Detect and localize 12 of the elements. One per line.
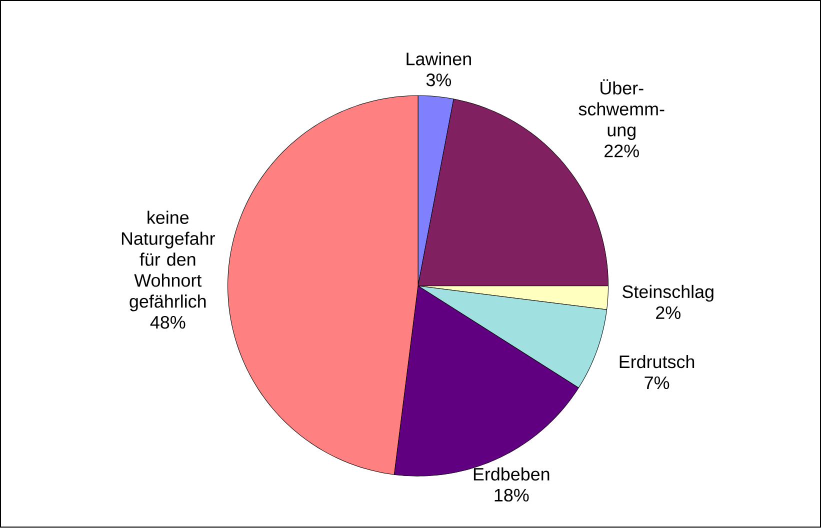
- slice-label: Erdrutsch: [620, 355, 694, 368]
- slice-label: Lawinen: [406, 52, 471, 66]
- data-label: 7%: [644, 376, 670, 390]
- slice-label: keine Naturgefahr für den Wohnort gefährlich: [122, 210, 215, 312]
- slice-label: Steinschlag: [622, 285, 714, 302]
- data-label: 3%: [426, 74, 452, 86]
- data-label: 18%: [494, 489, 529, 502]
- data-label: 48%: [150, 316, 186, 329]
- data-label: 22%: [604, 144, 639, 158]
- slice-label: Über-schwemm-ung: [578, 79, 664, 140]
- data-label: 2%: [656, 306, 680, 320]
- slice-label: Erdbeben: [474, 468, 550, 481]
